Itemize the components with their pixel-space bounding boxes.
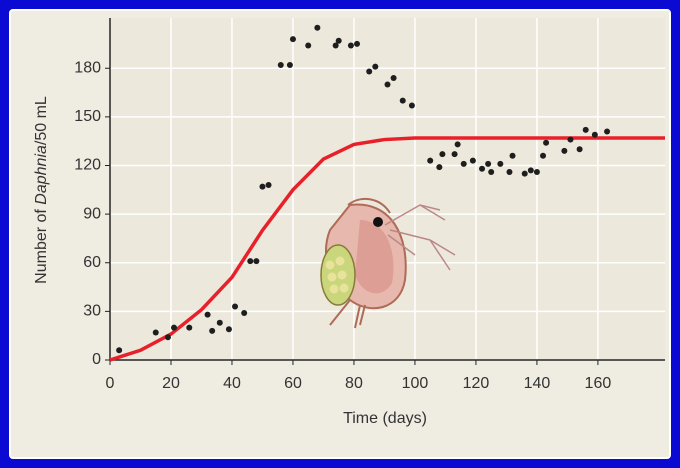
data-point: [314, 24, 321, 31]
plot-area: [110, 18, 665, 360]
data-point: [497, 160, 504, 167]
data-point: [540, 152, 547, 159]
data-point: [533, 168, 540, 175]
data-point: [171, 324, 178, 331]
data-point: [390, 74, 397, 81]
data-point: [277, 62, 284, 69]
x-tick-label: 160: [585, 375, 612, 392]
data-point: [209, 327, 216, 334]
data-point: [216, 319, 223, 326]
data-point: [509, 152, 516, 159]
data-point: [451, 151, 458, 158]
y-tick-label: 90: [83, 205, 101, 222]
data-point: [347, 42, 354, 49]
data-point: [204, 311, 211, 318]
data-point: [427, 157, 434, 164]
data-point: [384, 81, 391, 88]
data-point: [366, 68, 373, 75]
data-point: [372, 63, 379, 70]
data-point: [521, 170, 528, 177]
data-point: [506, 168, 513, 175]
x-tick-label: 0: [106, 375, 115, 392]
data-point: [408, 102, 415, 109]
fit-curve: [109, 136, 665, 362]
data-point: [399, 97, 406, 104]
data-point: [335, 37, 342, 44]
y-tick-label: 0: [92, 351, 101, 368]
data-point: [469, 157, 476, 164]
data-point: [436, 164, 443, 171]
data-point: [259, 183, 266, 190]
data-point: [454, 141, 461, 148]
data-point: [488, 168, 495, 175]
y-tick-label: 180: [74, 59, 101, 76]
data-point: [561, 147, 568, 154]
data-point: [479, 165, 486, 172]
data-point: [241, 309, 248, 316]
data-point: [576, 146, 583, 153]
data-point: [247, 258, 254, 265]
data-point: [332, 42, 339, 49]
x-tick-label: 60: [284, 375, 302, 392]
data-point: [305, 42, 312, 49]
y-axis-label: Number of Daphnia/50 mL: [33, 96, 50, 284]
data-point: [354, 40, 361, 47]
data-point: [116, 347, 123, 354]
y-axis-label-part: /50 mL: [33, 96, 50, 145]
x-axis-label: Time (days): [343, 410, 427, 427]
data-point: [460, 160, 467, 167]
data-point: [265, 181, 272, 188]
data-point: [591, 131, 598, 138]
y-axis-label-part: Number of: [33, 205, 50, 284]
y-tick-label: 30: [83, 303, 101, 320]
x-tick-label: 100: [402, 375, 429, 392]
y-tick-label: 120: [74, 157, 101, 174]
data-point: [543, 139, 550, 146]
y-tick-label: 150: [74, 108, 101, 125]
data-point: [152, 329, 159, 336]
y-tick-label: 60: [83, 254, 101, 271]
data-point: [527, 167, 534, 174]
data-point: [164, 334, 171, 341]
y-axis-label-part: Daphnia: [33, 145, 50, 205]
data-point: [582, 126, 589, 133]
x-tick-label: 140: [524, 375, 551, 392]
data-point: [289, 36, 296, 43]
x-tick-label: 120: [463, 375, 490, 392]
data-point: [604, 128, 611, 135]
data-point: [225, 326, 232, 333]
data-point: [232, 303, 239, 310]
data-point: [439, 151, 446, 158]
daphnia-illustration: [320, 197, 456, 329]
x-tick-label: 80: [345, 375, 363, 392]
data-point: [567, 136, 574, 143]
data-point: [286, 62, 293, 69]
x-tick-label: 40: [223, 375, 241, 392]
data-point: [186, 324, 193, 331]
data-point: [485, 160, 492, 167]
x-tick-label: 20: [162, 375, 180, 392]
data-point: [253, 258, 260, 265]
